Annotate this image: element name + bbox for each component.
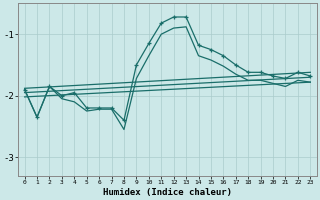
X-axis label: Humidex (Indice chaleur): Humidex (Indice chaleur) [103,188,232,197]
